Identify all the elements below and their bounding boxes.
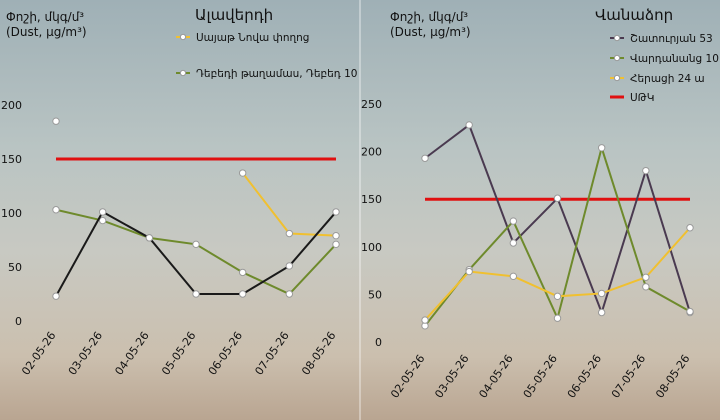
data-point bbox=[145, 234, 154, 242]
y-tick-label: 0 bbox=[15, 315, 22, 328]
data-point bbox=[465, 267, 473, 276]
y-axis-label-line1: Փոշի, մկգ/մ³ bbox=[390, 10, 469, 24]
x-tick-label: 07-05-26 bbox=[609, 352, 648, 400]
data-point bbox=[285, 262, 294, 270]
legend-label: Վարդանանց 10 bbox=[630, 53, 719, 65]
y-tick-label: 150 bbox=[361, 193, 382, 206]
panel-divider bbox=[359, 0, 361, 420]
x-tick-label: 02-05-26 bbox=[19, 329, 58, 377]
x-tick-label: 05-05-26 bbox=[521, 352, 560, 400]
data-point bbox=[52, 117, 60, 125]
chart-panel-vanadzor: Փոշի, մկգ/մ³ (Dust, µg/m³) Վանաձոր 0 50 10… bbox=[360, 0, 720, 420]
data-point bbox=[421, 316, 429, 324]
data-point bbox=[238, 169, 247, 177]
data-point bbox=[285, 229, 294, 238]
data-point bbox=[642, 166, 650, 175]
data-point bbox=[509, 217, 518, 225]
x-tick-label: 04-05-26 bbox=[476, 352, 515, 400]
data-point bbox=[686, 224, 694, 232]
legend-label: Դեբեդի թաղամաս, Դեբեդ 10 bbox=[196, 68, 357, 80]
data-point bbox=[509, 272, 518, 281]
y-tick-label: 200 bbox=[361, 146, 382, 159]
data-point bbox=[238, 290, 247, 298]
data-point bbox=[98, 216, 107, 225]
x-tick-label: 06-05-26 bbox=[565, 352, 604, 400]
y-axis-label-line1: Փոշի, մկգ/մ³ bbox=[6, 10, 85, 24]
y-tick-label: 100 bbox=[361, 241, 382, 254]
data-point bbox=[332, 208, 340, 216]
chart-title: Վանաձոր bbox=[595, 6, 674, 24]
series-line bbox=[241, 172, 337, 237]
data-point bbox=[642, 273, 650, 281]
data-point bbox=[332, 231, 340, 240]
y-tick-label: 0 bbox=[375, 336, 382, 349]
data-point bbox=[509, 239, 518, 247]
data-point bbox=[465, 121, 473, 129]
data-point bbox=[192, 240, 200, 249]
legend-label: Շատուրյան 53 bbox=[630, 33, 713, 45]
legend-marker bbox=[179, 33, 187, 41]
data-point bbox=[421, 154, 429, 162]
data-point bbox=[553, 194, 562, 202]
data-point bbox=[52, 292, 60, 300]
series-line bbox=[424, 123, 691, 316]
y-axis-label-line2: (Dust, µg/m³) bbox=[390, 25, 471, 39]
data-point bbox=[238, 268, 247, 277]
x-tick-label: 02-05-26 bbox=[388, 352, 427, 400]
chart-panel-alaverdi: Փոշի, մկգ/մ³ (Dust, µg/m³) Ալավերդի 0 50 1… bbox=[1, 6, 357, 378]
data-point bbox=[52, 206, 60, 214]
y-tick-label: 50 bbox=[368, 288, 382, 301]
x-tick-label: 07-05-26 bbox=[252, 329, 291, 377]
data-point bbox=[553, 314, 562, 322]
chart-title: Ալավերդի bbox=[195, 6, 274, 24]
legend-marker bbox=[613, 34, 621, 42]
data-point bbox=[192, 290, 200, 298]
x-tick-label: 06-05-26 bbox=[206, 329, 245, 377]
y-tick-label: 50 bbox=[8, 261, 22, 274]
legend-marker bbox=[613, 54, 621, 62]
legend-marker bbox=[613, 74, 621, 82]
series-line bbox=[55, 210, 337, 297]
x-tick-label: 04-05-26 bbox=[112, 329, 151, 377]
x-tick-label: 03-05-26 bbox=[66, 329, 105, 377]
data-point bbox=[553, 292, 562, 301]
x-tick-label: 03-05-26 bbox=[432, 352, 471, 400]
y-tick-label: 150 bbox=[1, 153, 22, 166]
data-point bbox=[597, 289, 606, 298]
chart-svg-alaverdi: 0 50 100 150 200 02-05-26 03-05-26 04-05-26 05-0… bbox=[1, 32, 357, 378]
x-tick-label: 08-05-26 bbox=[299, 329, 338, 377]
x-tick-label: 08-05-26 bbox=[653, 352, 692, 400]
y-tick-label: 100 bbox=[1, 207, 22, 220]
data-point bbox=[597, 308, 606, 317]
data-point bbox=[98, 208, 107, 216]
y-tick-label: 200 bbox=[1, 99, 22, 112]
legend-marker bbox=[179, 69, 187, 77]
data-point bbox=[597, 144, 606, 152]
y-axis-label-line2: (Dust, µg/m³) bbox=[6, 25, 87, 39]
legend-label: Հերացի 24 ա bbox=[630, 73, 705, 85]
y-tick-label: 250 bbox=[361, 98, 382, 111]
data-point bbox=[686, 307, 694, 316]
data-point bbox=[332, 240, 340, 249]
x-tick-label: 05-05-26 bbox=[159, 329, 198, 377]
data-point bbox=[285, 290, 294, 298]
data-point bbox=[642, 283, 650, 291]
legend-label: Սայաթ Նովա փողոց bbox=[196, 32, 309, 44]
legend-label: ՍԹԿ bbox=[630, 92, 654, 104]
